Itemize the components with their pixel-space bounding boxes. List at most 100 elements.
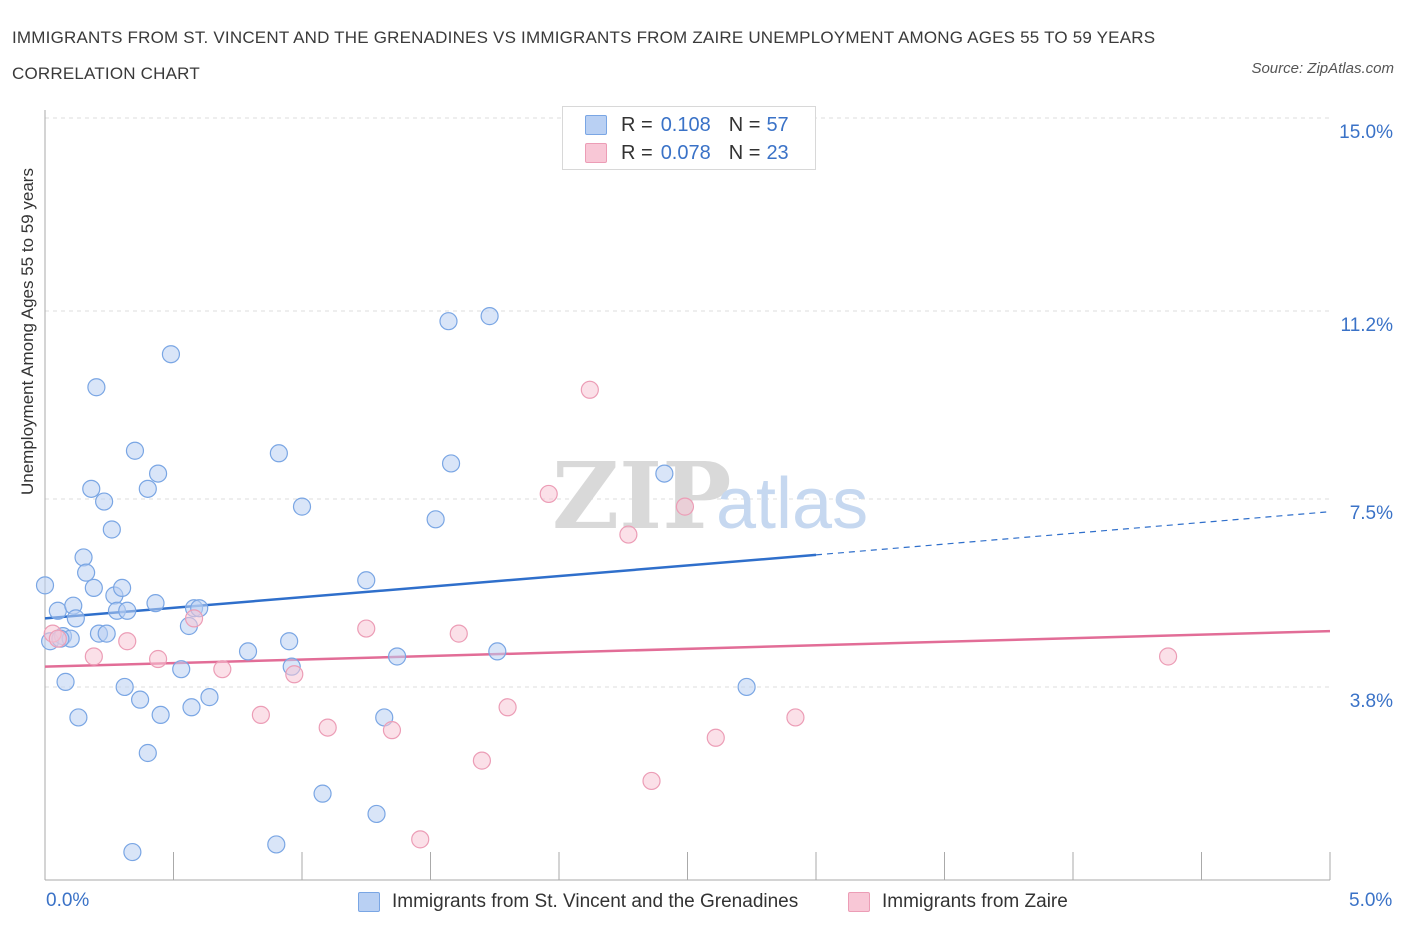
trend-line-st-vincent — [44, 553, 817, 620]
point-st-vincent — [488, 642, 507, 661]
point-st-vincent — [269, 444, 288, 463]
point-st-vincent — [69, 708, 88, 727]
point-zaire — [411, 830, 430, 849]
point-st-vincent — [280, 632, 299, 651]
point-st-vincent — [172, 660, 191, 679]
point-st-vincent — [48, 601, 67, 620]
point-st-vincent — [238, 642, 258, 661]
point-zaire — [786, 708, 805, 727]
point-zaire — [675, 497, 695, 516]
point-st-vincent — [74, 548, 93, 567]
point-st-vincent — [66, 609, 85, 628]
point-zaire — [642, 771, 661, 791]
point-zaire — [184, 609, 204, 628]
pink-swatch — [848, 892, 870, 912]
source-label: Source: ZipAtlas.com — [1251, 60, 1394, 77]
y-tick-label: 7.5% — [1349, 503, 1393, 524]
point-st-vincent — [138, 479, 157, 498]
x-tick-min: 0.0% — [46, 890, 90, 911]
point-st-vincent — [130, 690, 150, 709]
point-st-vincent — [56, 672, 75, 691]
point-st-vincent — [161, 345, 181, 364]
r-value: 0.108 — [660, 113, 711, 136]
legend-item-st-vincent: Immigrants from St. Vincent and the Gren… — [358, 888, 798, 916]
point-st-vincent — [82, 479, 101, 498]
point-st-vincent — [441, 454, 461, 473]
svg-text:atlas: atlas — [716, 464, 868, 544]
point-st-vincent — [357, 571, 376, 590]
point-st-vincent — [292, 497, 312, 516]
point-zaire — [619, 525, 638, 544]
point-zaire — [84, 647, 103, 666]
point-st-vincent — [115, 677, 134, 697]
n-label: N = — [728, 113, 761, 136]
point-st-vincent — [97, 624, 116, 643]
point-zaire — [382, 721, 402, 740]
point-zaire — [539, 484, 558, 504]
legend-label: Immigrants from St. Vincent and the Gren… — [392, 891, 799, 912]
svg-text:ZIP: ZIP — [552, 442, 731, 550]
point-zaire — [48, 629, 67, 648]
point-st-vincent — [77, 563, 96, 582]
n-value: 57 — [766, 113, 789, 136]
point-st-vincent — [123, 842, 142, 862]
point-st-vincent — [118, 601, 137, 620]
point-st-vincent — [737, 677, 756, 697]
legend-row-pink: R = 0.078 N = 23 — [585, 139, 789, 167]
point-st-vincent — [367, 804, 386, 824]
legend-row-blue: R = 0.108 N = 57 — [585, 111, 789, 139]
point-st-vincent — [84, 578, 103, 598]
point-st-vincent — [102, 520, 121, 539]
point-zaire — [449, 624, 468, 643]
point-zaire — [1158, 647, 1178, 666]
r-label: R = — [621, 141, 653, 164]
watermark: ZIP atlas — [552, 442, 868, 550]
blue-swatch — [585, 115, 607, 135]
chart-title: IMMIGRANTS FROM ST. VINCENT AND THE GREN… — [12, 28, 1156, 83]
correlation-legend: R = 0.108 N = 57 R = 0.078 N = 23 — [562, 106, 816, 170]
point-zaire — [498, 698, 517, 717]
legend-label: Immigrants from Zaire — [882, 891, 1068, 912]
point-st-vincent — [480, 307, 499, 326]
point-st-vincent — [313, 784, 332, 803]
trend-lines — [44, 511, 1331, 668]
pink-swatch — [585, 143, 607, 163]
point-st-vincent — [151, 705, 170, 725]
point-st-vincent — [267, 835, 286, 854]
point-st-vincent — [146, 594, 165, 613]
point-st-vincent — [387, 647, 407, 666]
n-label: N = — [728, 141, 761, 164]
point-zaire — [472, 751, 491, 770]
x-tick-max: 5.0% — [1349, 890, 1393, 911]
trend-line-st-vincent-extension — [815, 511, 1331, 556]
y-tick-label: 3.8% — [1349, 690, 1393, 712]
point-zaire — [285, 665, 304, 684]
point-st-vincent — [182, 698, 201, 717]
blue-swatch — [358, 892, 380, 912]
point-st-vincent — [112, 578, 132, 598]
point-zaire — [580, 380, 599, 399]
point-st-vincent — [426, 510, 445, 529]
point-zaire — [251, 705, 270, 725]
y-tick-label: 11.2% — [1340, 315, 1393, 337]
r-label: R = — [621, 113, 653, 136]
point-st-vincent — [200, 688, 219, 707]
point-st-vincent — [95, 492, 114, 511]
y-tick-label: 15.0% — [1339, 122, 1393, 143]
point-st-vincent — [655, 464, 674, 483]
point-zaire — [357, 619, 376, 638]
trend-line-zaire — [44, 629, 1331, 668]
point-st-vincent — [138, 743, 157, 763]
legend-item-zaire: Immigrants from Zaire — [848, 888, 1068, 916]
point-zaire — [118, 632, 137, 651]
point-st-vincent — [87, 378, 106, 397]
data-points — [35, 307, 1178, 862]
r-value: 0.078 — [660, 141, 711, 164]
point-st-vincent — [125, 441, 145, 460]
n-value: 23 — [766, 141, 789, 164]
point-st-vincent — [35, 576, 55, 595]
point-zaire — [148, 649, 168, 669]
point-st-vincent — [148, 464, 168, 483]
axes — [44, 110, 1331, 881]
